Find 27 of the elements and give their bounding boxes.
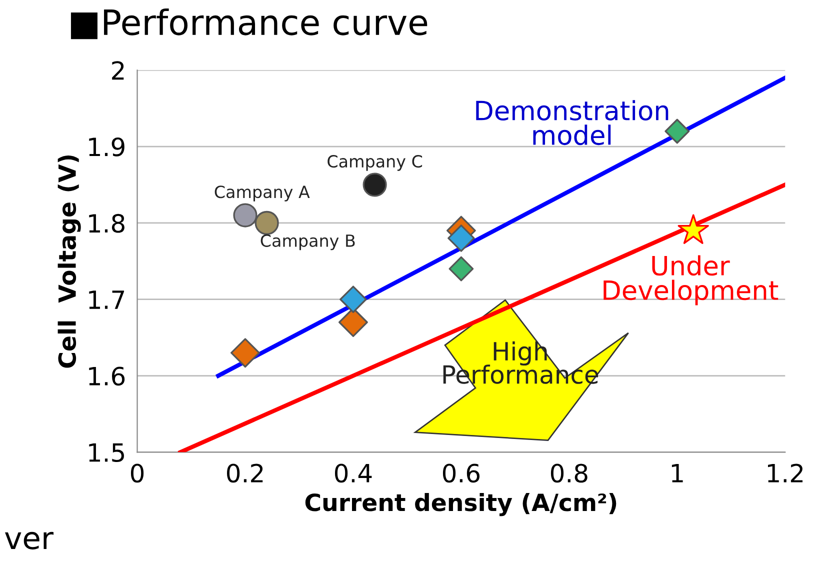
x-tick-label: 0.4: [334, 464, 372, 483]
y-tick-label: 1.6: [89, 366, 125, 386]
y-tick-label: 1.9: [89, 137, 124, 156]
chart-title: ■Performance curve: [70, 8, 428, 40]
y-tick-label: 1.5: [89, 443, 124, 462]
y-axis-title: Cell Voltage (V): [58, 155, 81, 368]
annotation: Campany A: [214, 186, 310, 202]
x-tick-label: 0.6: [442, 464, 480, 483]
point: [230, 338, 260, 368]
x-tick-label: 1: [672, 464, 683, 482]
text: ver: [4, 532, 54, 550]
x-axis-title: Current density (A/cm²): [305, 493, 616, 516]
x-tick-label: 1.2: [768, 464, 803, 482]
y-tick-label: 1.8: [89, 214, 124, 233]
x-tick-label: 0: [130, 464, 144, 483]
annotation: Demonstration model: [476, 100, 668, 146]
annotation: Campany B: [260, 234, 355, 250]
x-tick-label: 0.2: [227, 464, 263, 483]
y-tick-label: 2: [112, 61, 124, 80]
point: [340, 286, 367, 313]
point: [664, 118, 690, 144]
y-tick-label: 1.7: [89, 290, 124, 309]
x-tick-label: 0.8: [550, 464, 588, 483]
point: [448, 224, 475, 252]
annotation: Under Development: [604, 255, 778, 306]
annotation: Campany C: [328, 155, 422, 171]
point: [448, 256, 474, 282]
